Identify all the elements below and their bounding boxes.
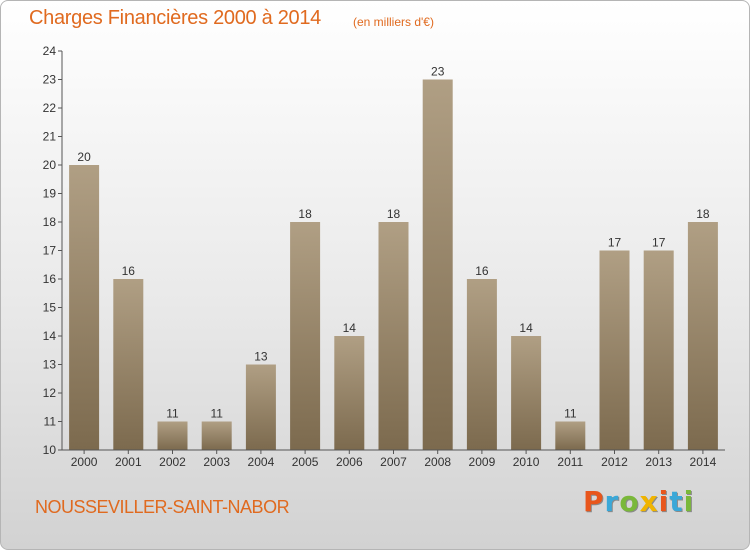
- x-tick-label: 2013: [645, 455, 672, 469]
- bar-2013: [643, 250, 674, 450]
- bar-2011: [555, 421, 586, 450]
- bar-value-label: 18: [387, 207, 401, 221]
- x-tick-label: 2004: [248, 455, 275, 469]
- logo-letter: P: [583, 485, 605, 518]
- y-tick-label: 20: [43, 158, 57, 172]
- logo-letter: t: [669, 485, 684, 518]
- x-axis: 2000 2001 2002 2003 2004 2005 2006 2007 2008 2009…: [62, 449, 725, 469]
- y-tick-label: 19: [43, 187, 57, 201]
- bar-2000: [69, 165, 100, 450]
- y-tick-label: 17: [43, 244, 57, 258]
- bars: 20 16 11 11 13 18 14 18 23 16 14 11 17 17 18: [69, 65, 718, 450]
- bar-value-label: 11: [564, 407, 577, 421]
- x-tick-label: 2007: [380, 455, 407, 469]
- chart-subtitle: (en milliers d'€): [353, 15, 434, 29]
- bar-2009: [466, 279, 497, 450]
- y-tick-label: 18: [43, 215, 57, 229]
- bar-value-label: 16: [122, 264, 136, 278]
- y-tick-label: 21: [43, 130, 57, 144]
- logo-letter: o: [619, 485, 640, 518]
- x-tick-label: 2012: [601, 455, 628, 469]
- bar-value-label: 18: [696, 207, 710, 221]
- bar-value-label: 11: [210, 407, 223, 421]
- bar-value-label: 18: [298, 207, 312, 221]
- y-tick-label: 14: [43, 329, 57, 343]
- bar-value-label: 14: [343, 321, 357, 335]
- bar-2006: [334, 336, 365, 450]
- x-tick-label: 2009: [469, 455, 496, 469]
- bar-2005: [290, 222, 321, 450]
- bar-2002: [157, 421, 188, 450]
- bar-2007: [378, 222, 409, 450]
- logo-letter: i: [683, 485, 695, 518]
- y-tick-label: 11: [44, 415, 57, 429]
- y-tick-label: 12: [43, 386, 57, 400]
- bar-value-label: 11: [166, 407, 179, 421]
- chart-title: Charges Financières 2000 à 2014: [29, 7, 322, 29]
- bar-value-label: 16: [475, 264, 489, 278]
- bar-2010: [511, 336, 542, 450]
- x-tick-label: 2008: [424, 455, 451, 469]
- logo-letter: x: [639, 485, 659, 518]
- x-tick-label: 2005: [292, 455, 319, 469]
- y-tick-label: 23: [43, 73, 57, 87]
- bar-value-label: 23: [431, 65, 445, 79]
- x-tick-label: 2010: [513, 455, 540, 469]
- bar-2004: [245, 364, 276, 450]
- proxiti-logo[interactable]: Proxiti: [583, 485, 694, 518]
- x-tick-label: 2006: [336, 455, 363, 469]
- x-tick-label: 2002: [159, 455, 186, 469]
- y-tick-label: 24: [43, 44, 57, 58]
- bar-2012: [599, 250, 630, 450]
- bar-2003: [201, 421, 232, 450]
- x-tick-label: 2000: [71, 455, 98, 469]
- x-tick-label: 2014: [690, 455, 717, 469]
- bar-value-label: 14: [519, 321, 533, 335]
- logo-letter: i: [658, 485, 670, 518]
- bar-value-label: 17: [608, 236, 622, 250]
- y-tick-label: 15: [43, 301, 57, 315]
- bar-value-label: 17: [652, 236, 666, 250]
- logo-letter: r: [604, 485, 620, 518]
- y-axis: 10 11 12 13 14 15 16 17 18 19 20 21 22 23 24: [43, 44, 63, 457]
- y-tick-label: 16: [43, 272, 57, 286]
- bar-value-label: 20: [77, 150, 91, 164]
- commune-name: NOUSSEVILLER-SAINT-NABOR: [35, 497, 290, 517]
- bar-2001: [113, 279, 144, 450]
- y-tick-label: 10: [43, 443, 57, 457]
- x-tick-label: 2003: [203, 455, 230, 469]
- y-tick-label: 13: [43, 358, 57, 372]
- x-tick-label: 2001: [115, 455, 142, 469]
- x-tick-label: 2011: [557, 455, 583, 469]
- bar-2008: [422, 79, 453, 450]
- y-tick-label: 22: [43, 101, 57, 115]
- bar-2014: [687, 222, 718, 450]
- bar-value-label: 13: [254, 350, 268, 364]
